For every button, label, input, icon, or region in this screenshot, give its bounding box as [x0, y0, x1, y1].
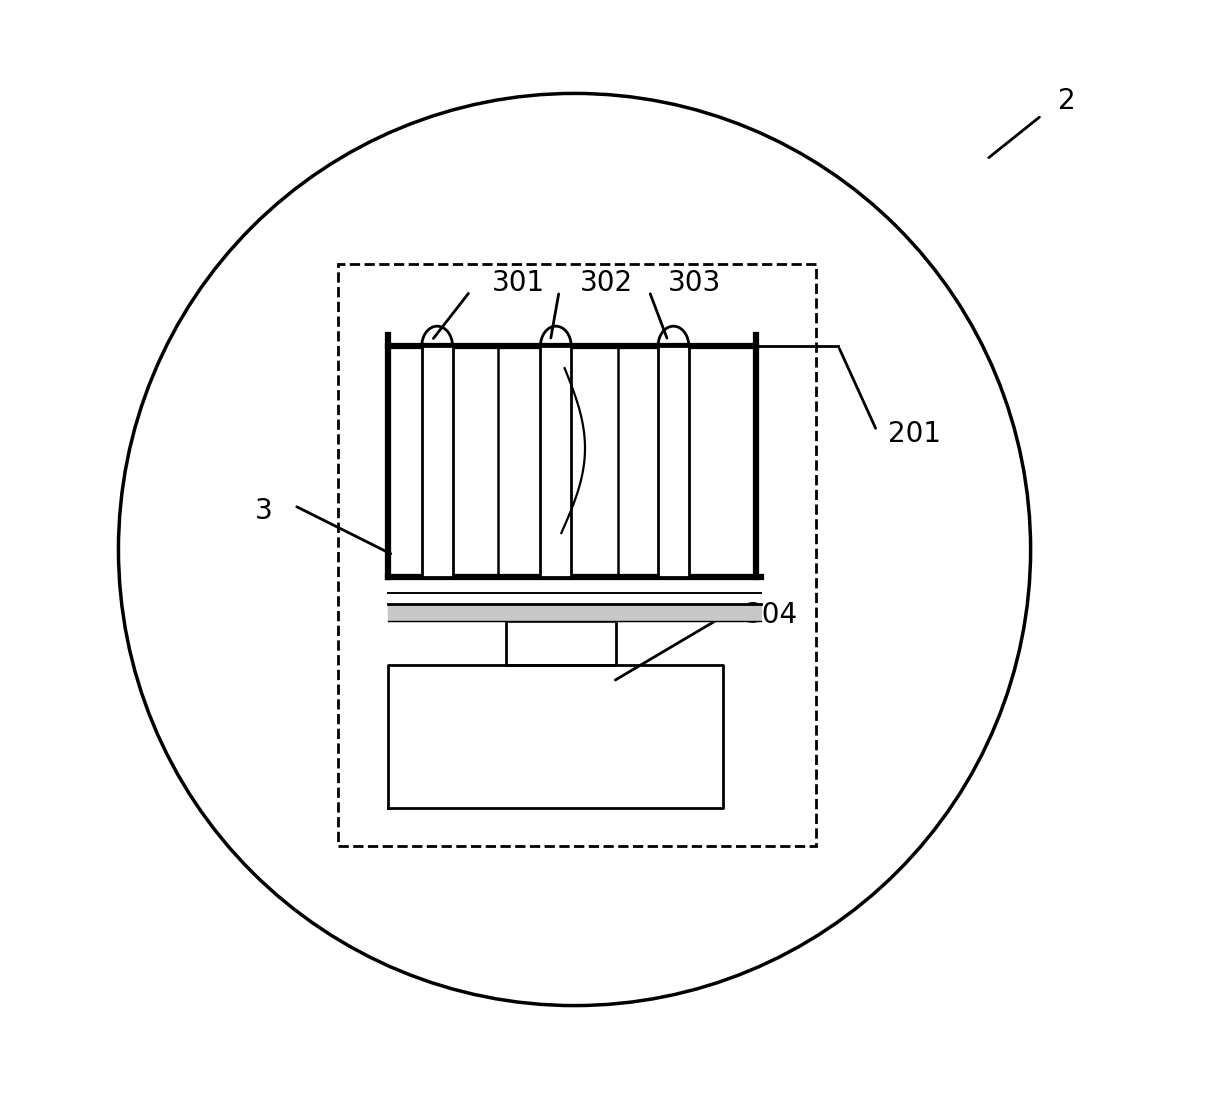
- Polygon shape: [541, 346, 571, 577]
- Polygon shape: [422, 346, 452, 577]
- Text: 303: 303: [668, 269, 722, 297]
- Text: 3: 3: [255, 497, 272, 525]
- Polygon shape: [507, 621, 616, 665]
- Text: 304: 304: [745, 601, 798, 630]
- Polygon shape: [388, 604, 762, 621]
- Text: 301: 301: [492, 269, 546, 297]
- Polygon shape: [659, 346, 689, 577]
- Polygon shape: [388, 665, 723, 808]
- Text: 2: 2: [1058, 88, 1075, 115]
- Bar: [338, 264, 816, 846]
- Text: 302: 302: [580, 269, 633, 297]
- Polygon shape: [388, 577, 762, 604]
- Text: 201: 201: [888, 420, 940, 448]
